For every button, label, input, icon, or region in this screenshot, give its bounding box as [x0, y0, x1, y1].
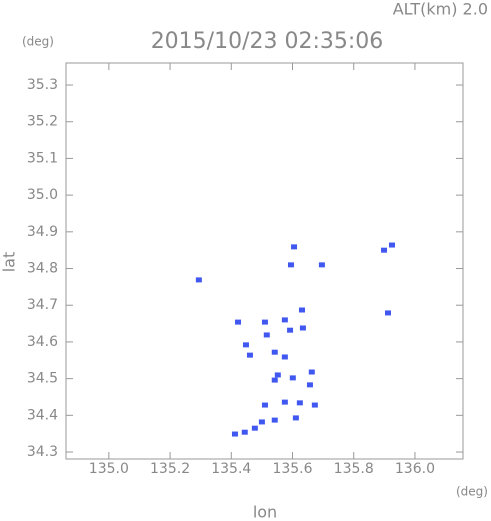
- y-tick-label: 35.3: [27, 77, 58, 93]
- echo-point: [258, 419, 265, 425]
- echo-point: [289, 375, 296, 381]
- echo-point: [242, 342, 249, 348]
- plot-frame: [65, 62, 464, 460]
- y-tick-label: 34.7: [27, 297, 58, 313]
- echo-point: [381, 247, 388, 253]
- echo-point: [292, 415, 299, 421]
- y-label: lat: [0, 252, 19, 273]
- echo-point: [231, 431, 238, 437]
- y-tick-label: 35.2: [27, 114, 58, 130]
- y-tick-label: 35.1: [27, 150, 58, 166]
- y-tick-label: 34.9: [27, 224, 58, 240]
- y-tick-label: 34.6: [27, 334, 58, 350]
- x-label: lon: [253, 503, 277, 521]
- y-unit: (deg): [22, 35, 54, 49]
- echo-point: [299, 325, 306, 331]
- y-tick-label: 34.8: [27, 261, 58, 277]
- echo-point: [271, 349, 278, 355]
- echo-point: [308, 369, 315, 375]
- echo-point: [306, 382, 313, 388]
- echo-point: [271, 377, 278, 383]
- echo-point: [311, 402, 318, 408]
- x-tick-label: 135.0: [89, 461, 129, 477]
- echo-point: [385, 310, 392, 316]
- echo-point: [281, 354, 288, 360]
- echo-point: [296, 400, 303, 406]
- echo-point: [263, 332, 270, 338]
- y-tick-label: 34.5: [27, 371, 58, 387]
- echo-point: [298, 307, 305, 313]
- y-tick-label: 35.0: [27, 187, 58, 203]
- x-tick-label: 135.6: [272, 461, 312, 477]
- y-tick-label: 34.3: [27, 444, 58, 460]
- echo-point: [388, 242, 395, 248]
- echo-point: [271, 417, 278, 423]
- x-tick-label: 135.2: [150, 461, 190, 477]
- x-unit: (deg): [456, 485, 488, 499]
- echo-point: [274, 372, 281, 378]
- echo-point: [261, 402, 268, 408]
- echo-point: [318, 262, 325, 268]
- x-tick-label: 136.0: [395, 461, 435, 477]
- x-tick-label: 135.4: [211, 461, 251, 477]
- y-tick-label: 34.4: [27, 407, 58, 423]
- echo-point: [241, 429, 248, 435]
- echo-point: [246, 352, 253, 358]
- echo-point: [251, 425, 258, 431]
- echo-point: [195, 277, 202, 283]
- echo-point: [287, 327, 294, 333]
- echo-point: [291, 244, 298, 250]
- echo-point: [287, 262, 294, 268]
- echo-point: [261, 319, 268, 325]
- echo-point: [281, 317, 288, 323]
- echo-point: [235, 319, 242, 325]
- chart-title: 2015/10/23 02:35:06: [151, 29, 384, 54]
- x-tick-label: 135.8: [334, 461, 374, 477]
- echo-point: [281, 399, 288, 405]
- chart-subtitle: ALT(km) 2.0: [393, 0, 488, 19]
